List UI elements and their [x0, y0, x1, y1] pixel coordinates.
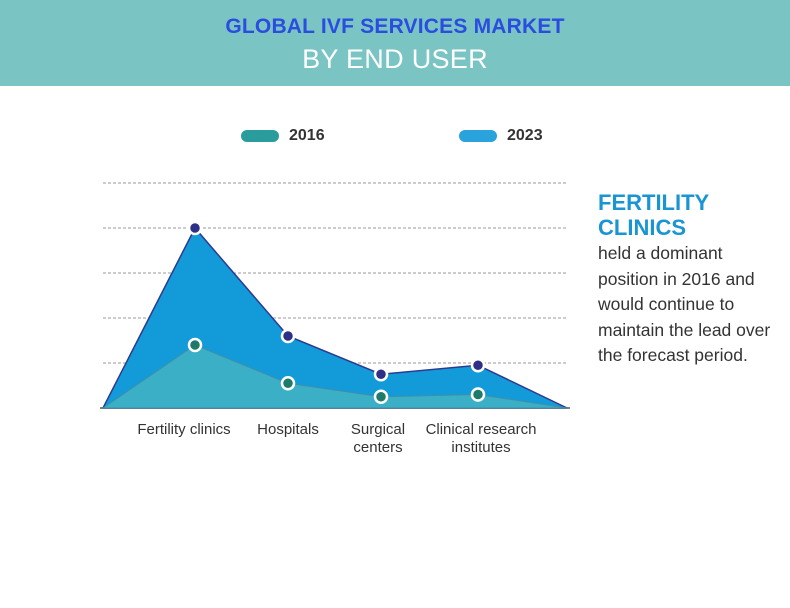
sidebar-heading: FERTILITY CLINICS: [598, 190, 709, 240]
x-tick-label-surgical-centers: Surgical centers: [350, 421, 406, 456]
data-point-2023-1: [280, 328, 296, 344]
x-tick-label-fertility-clinics: Fertility clinics: [137, 421, 231, 438]
legend-label-2016: 2016: [289, 127, 325, 144]
x-tick-label-hospitals: Hospitals: [257, 421, 319, 438]
data-point-2023-2: [373, 367, 389, 382]
x-tick-label-clinical-research-institutes: Clinical research institutes: [425, 421, 537, 456]
data-point-2016-0: [187, 337, 203, 353]
legend-swatch-2023: [459, 130, 497, 142]
sidebar-text: held a dominant position in 2016 and wou…: [598, 243, 771, 365]
data-point-2023-0: [187, 220, 203, 236]
chart-title: GLOBAL IVF SERVICES MARKET: [225, 15, 565, 38]
header-banner: GLOBAL IVF SERVICES MARKET BY END USER: [0, 0, 790, 86]
data-point-2016-3: [470, 387, 486, 402]
data-point-2023-3: [470, 358, 486, 373]
data-point-2016-1: [280, 376, 296, 391]
legend-swatch-2016: [241, 130, 279, 142]
legend-label-2023: 2023: [507, 127, 543, 144]
chart-subtitle: BY END USER: [302, 44, 488, 74]
data-point-2016-2: [373, 389, 389, 404]
